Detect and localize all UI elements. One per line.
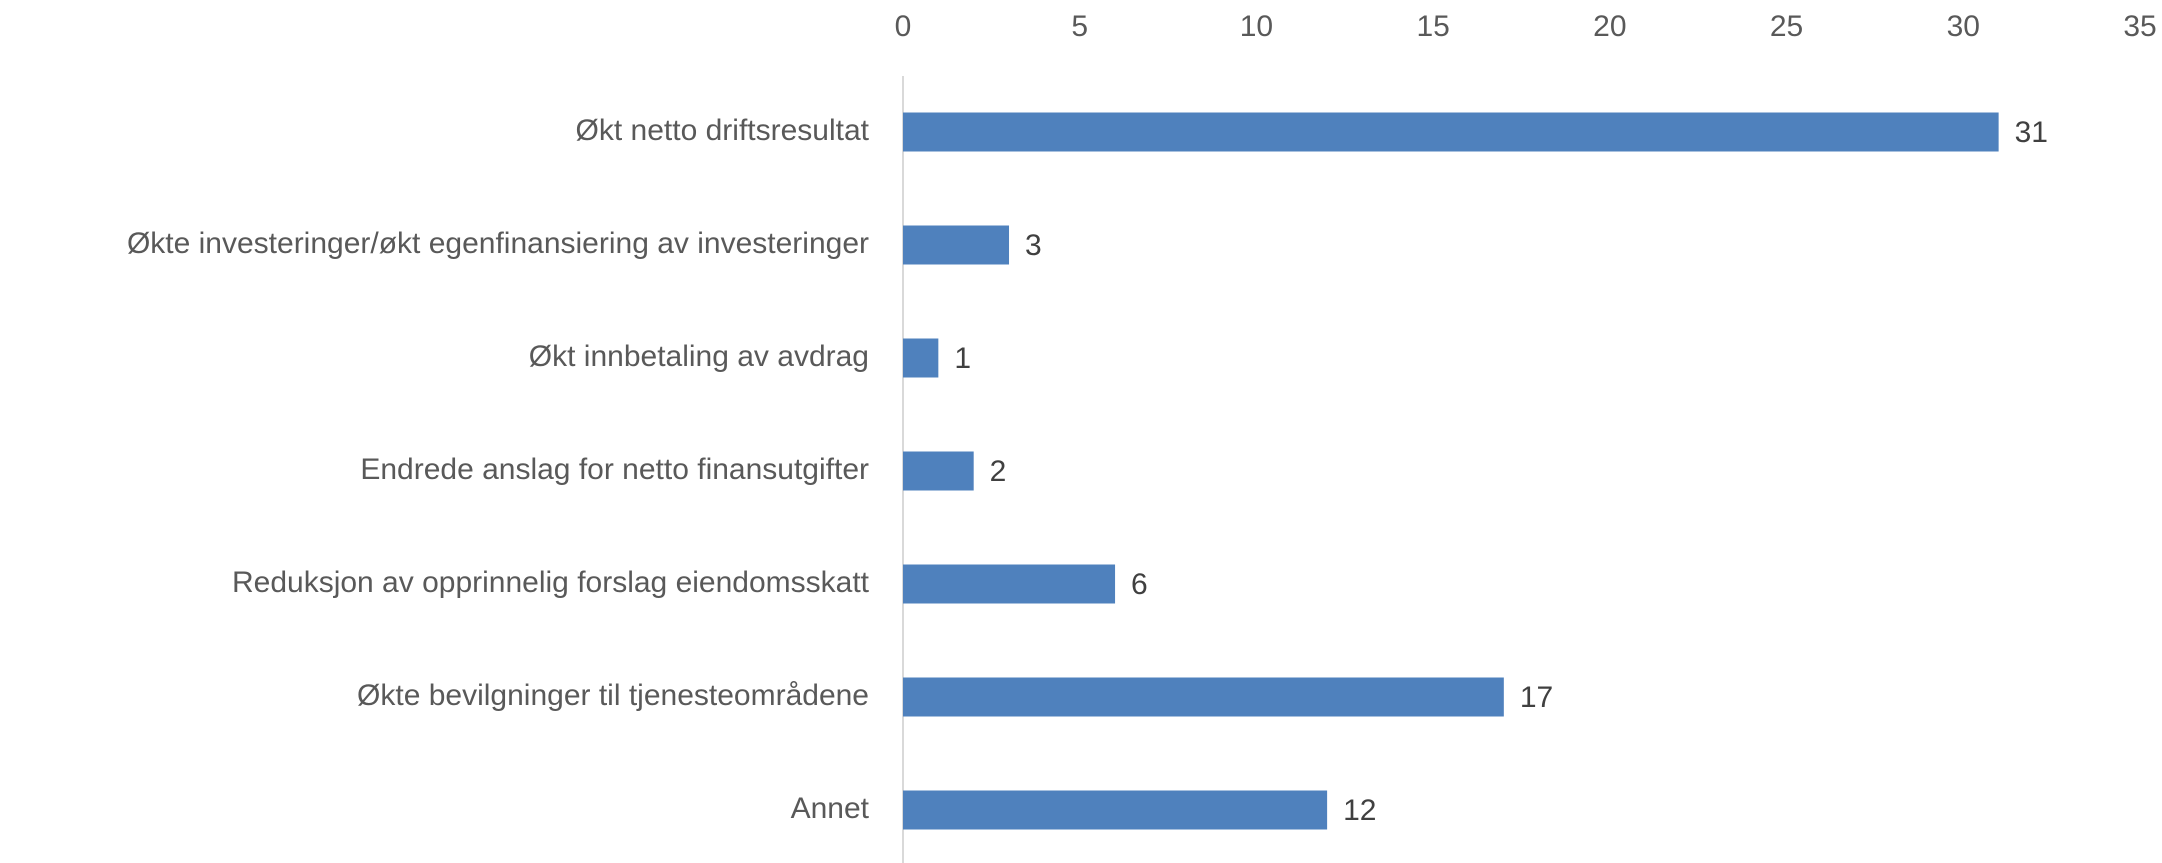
x-tick-label: 10: [1240, 10, 1273, 43]
bar: [903, 112, 1999, 152]
y-tick-label: Økte bevilgninger til tjenesteområdene: [357, 679, 869, 712]
bar: [903, 451, 974, 491]
y-tick-label: Økt innbetaling av avdrag: [529, 340, 869, 373]
bar: [903, 677, 1504, 717]
x-tick-label: 15: [1416, 10, 1449, 43]
bar: [903, 790, 1328, 830]
data-label: 31: [2015, 116, 2048, 149]
y-tick-label: Endrede anslag for netto finansutgifter: [360, 453, 869, 486]
bar: [903, 338, 939, 378]
x-tick-label: 35: [2123, 10, 2156, 43]
y-tick-label: Reduksjon av opprinnelig forslag eiendom…: [232, 566, 870, 599]
data-label: 12: [1343, 794, 1376, 827]
x-tick-label: 25: [1770, 10, 1803, 43]
bar: [903, 564, 1116, 604]
data-label: 3: [1025, 229, 1042, 262]
data-label: 6: [1131, 568, 1148, 601]
data-label: 2: [990, 455, 1007, 488]
x-tick-label: 0: [895, 10, 912, 43]
y-tick-label: Annet: [791, 792, 870, 825]
data-label: 1: [954, 342, 971, 375]
y-tick-label: Økt netto driftsresultat: [576, 114, 870, 147]
y-tick-label: Økte investeringer/økt egenfinansiering …: [127, 227, 869, 260]
x-tick-label: 20: [1593, 10, 1626, 43]
x-tick-label: 30: [1947, 10, 1980, 43]
data-label: 17: [1520, 681, 1553, 714]
x-tick-label: 5: [1071, 10, 1088, 43]
bar: [903, 225, 1010, 265]
